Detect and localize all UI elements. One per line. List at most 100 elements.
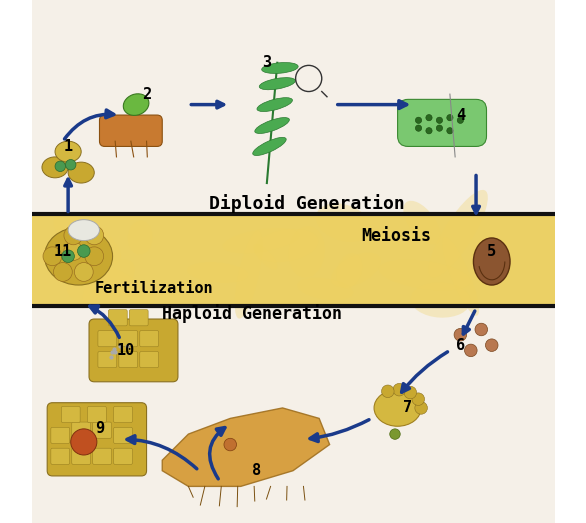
- FancyBboxPatch shape: [71, 422, 91, 438]
- Circle shape: [64, 242, 83, 260]
- Text: 1: 1: [63, 139, 73, 154]
- FancyBboxPatch shape: [140, 351, 159, 368]
- FancyBboxPatch shape: [98, 351, 117, 368]
- Text: Meiosis: Meiosis: [361, 226, 431, 245]
- Circle shape: [64, 226, 83, 245]
- Ellipse shape: [259, 77, 295, 90]
- Circle shape: [85, 226, 104, 245]
- Circle shape: [447, 128, 453, 134]
- FancyBboxPatch shape: [51, 427, 70, 444]
- Ellipse shape: [278, 261, 301, 284]
- FancyBboxPatch shape: [47, 403, 146, 476]
- FancyBboxPatch shape: [100, 115, 162, 146]
- Ellipse shape: [285, 191, 332, 270]
- Circle shape: [426, 115, 432, 121]
- FancyBboxPatch shape: [32, 214, 554, 306]
- FancyBboxPatch shape: [119, 331, 138, 347]
- Circle shape: [426, 128, 432, 134]
- FancyBboxPatch shape: [98, 331, 117, 347]
- Ellipse shape: [191, 218, 268, 285]
- Ellipse shape: [196, 215, 227, 293]
- FancyBboxPatch shape: [32, 306, 554, 523]
- Circle shape: [71, 429, 97, 455]
- FancyBboxPatch shape: [51, 448, 70, 464]
- Ellipse shape: [473, 238, 510, 285]
- Circle shape: [62, 250, 74, 263]
- FancyBboxPatch shape: [108, 310, 127, 326]
- Text: 2: 2: [142, 87, 151, 101]
- Circle shape: [390, 429, 400, 439]
- FancyBboxPatch shape: [87, 406, 106, 423]
- Circle shape: [457, 117, 464, 123]
- Circle shape: [66, 160, 76, 170]
- Ellipse shape: [68, 162, 94, 183]
- Text: 7: 7: [404, 401, 413, 415]
- FancyBboxPatch shape: [93, 422, 111, 438]
- Ellipse shape: [293, 199, 311, 278]
- FancyBboxPatch shape: [32, 0, 554, 214]
- Circle shape: [381, 385, 394, 397]
- Ellipse shape: [252, 221, 340, 254]
- Ellipse shape: [113, 212, 179, 236]
- Ellipse shape: [45, 228, 113, 285]
- Circle shape: [53, 263, 72, 281]
- Circle shape: [85, 247, 104, 266]
- Text: 9: 9: [95, 422, 104, 436]
- Text: Fertilization: Fertilization: [94, 281, 213, 296]
- Text: Haploid Generation: Haploid Generation: [162, 304, 342, 323]
- Circle shape: [454, 328, 466, 341]
- Ellipse shape: [255, 275, 287, 304]
- Circle shape: [77, 245, 90, 257]
- Ellipse shape: [412, 244, 446, 319]
- Ellipse shape: [72, 217, 138, 271]
- Text: 11: 11: [54, 244, 72, 258]
- Circle shape: [43, 247, 62, 266]
- FancyBboxPatch shape: [89, 319, 178, 382]
- Circle shape: [393, 383, 406, 396]
- FancyBboxPatch shape: [397, 99, 486, 146]
- Ellipse shape: [374, 390, 421, 426]
- Text: 3: 3: [263, 55, 271, 70]
- Text: 5: 5: [487, 244, 496, 258]
- Ellipse shape: [255, 118, 289, 133]
- Ellipse shape: [416, 265, 440, 302]
- Circle shape: [437, 117, 442, 123]
- Circle shape: [447, 115, 453, 121]
- FancyBboxPatch shape: [119, 351, 138, 368]
- Text: 10: 10: [117, 343, 135, 358]
- Ellipse shape: [371, 235, 414, 283]
- Ellipse shape: [68, 220, 100, 241]
- FancyBboxPatch shape: [140, 331, 159, 347]
- Text: 8: 8: [252, 463, 261, 478]
- Ellipse shape: [66, 249, 146, 321]
- Circle shape: [404, 386, 417, 399]
- Circle shape: [415, 125, 422, 131]
- Circle shape: [465, 344, 477, 357]
- Circle shape: [475, 323, 488, 336]
- Ellipse shape: [462, 268, 489, 286]
- Text: 4: 4: [456, 108, 465, 122]
- Ellipse shape: [262, 63, 298, 73]
- Text: 6: 6: [456, 338, 465, 353]
- FancyBboxPatch shape: [62, 406, 80, 423]
- Circle shape: [74, 263, 93, 281]
- Ellipse shape: [55, 141, 81, 162]
- Circle shape: [412, 393, 424, 405]
- Circle shape: [415, 117, 422, 123]
- FancyBboxPatch shape: [71, 448, 91, 464]
- Ellipse shape: [253, 138, 286, 155]
- FancyBboxPatch shape: [114, 427, 132, 444]
- FancyBboxPatch shape: [114, 406, 132, 423]
- Circle shape: [415, 402, 427, 414]
- Ellipse shape: [123, 94, 149, 116]
- Ellipse shape: [308, 249, 333, 274]
- Ellipse shape: [408, 260, 467, 298]
- Circle shape: [485, 339, 498, 351]
- Circle shape: [224, 438, 237, 451]
- Ellipse shape: [430, 195, 459, 286]
- FancyBboxPatch shape: [130, 310, 148, 326]
- Polygon shape: [162, 408, 329, 486]
- Ellipse shape: [42, 157, 68, 178]
- Ellipse shape: [103, 249, 124, 325]
- FancyBboxPatch shape: [93, 448, 111, 464]
